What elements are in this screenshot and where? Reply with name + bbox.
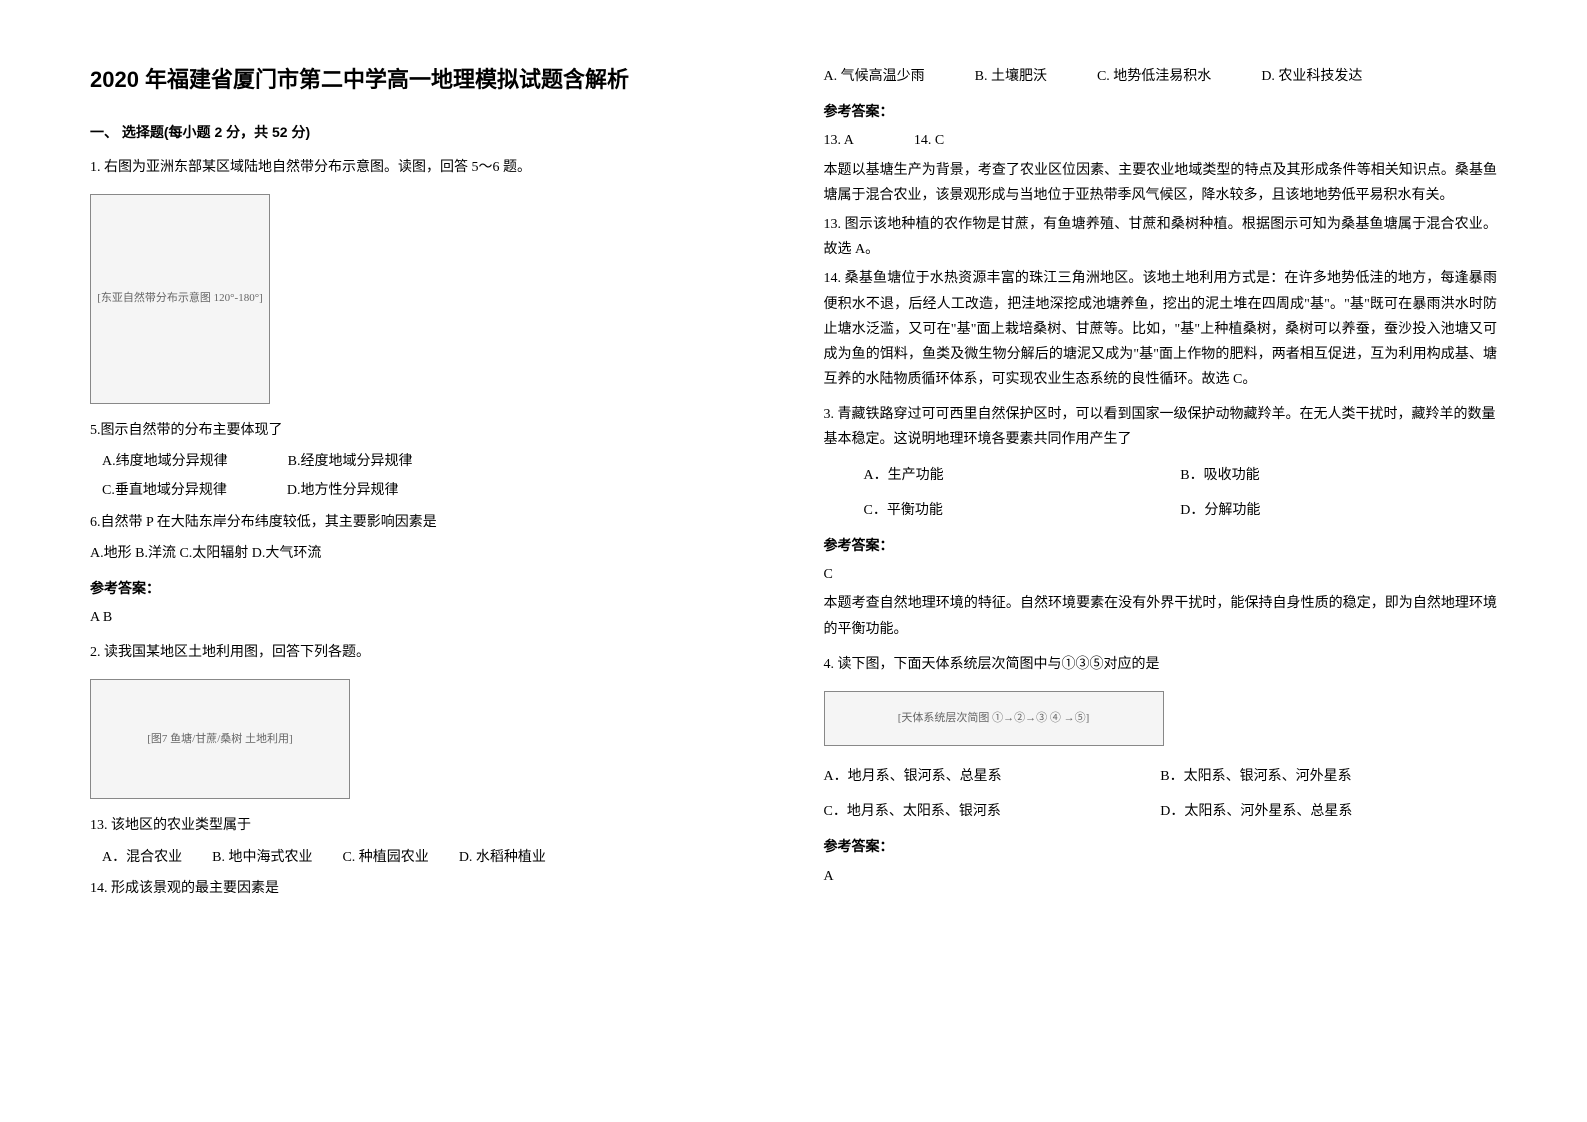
q2-s13-opt-b: B. 地中海式农业 bbox=[212, 845, 312, 870]
q2-sub13-stem: 13. 该地区的农业类型属于 bbox=[90, 813, 764, 838]
q1-sub5-options-row2: C.垂直地域分异规律 D.地方性分异规律 bbox=[102, 478, 764, 503]
q2-s13-opt-d: D. 水稻种植业 bbox=[459, 845, 546, 870]
q1-sub5-options-row1: A.纬度地域分异规律 B.经度地域分异规律 bbox=[102, 449, 764, 474]
exam-title: 2020 年福建省厦门市第二中学高一地理模拟试题含解析 bbox=[90, 60, 764, 100]
q2-answers: 13. A 14. C bbox=[824, 128, 1498, 153]
q2-s14-opt-c: C. 地势低洼易积水 bbox=[1097, 64, 1211, 89]
q3-explain: 本题考查自然地理环境的特征。自然环境要素在没有外界干扰时，能保持自身性质的稳定，… bbox=[824, 591, 1498, 641]
q2-landuse-figure: [图7 鱼塘/甘蔗/桑树 土地利用] bbox=[90, 679, 350, 799]
q4-opt-b: B．太阳系、银河系、河外星系 bbox=[1160, 764, 1497, 789]
q1-sub5-stem: 5.图示自然带的分布主要体现了 bbox=[90, 418, 764, 443]
q1-map-figure: [东亚自然带分布示意图 120°-180°] bbox=[90, 194, 270, 404]
left-column: 2020 年福建省厦门市第二中学高一地理模拟试题含解析 一、 选择题(每小题 2… bbox=[90, 60, 764, 907]
q2-s13-opt-a: A．混合农业 bbox=[102, 845, 182, 870]
q2-explain-2: 13. 图示该地种植的农作物是甘蔗，有鱼塘养殖、甘蔗和桑树种植。根据图示可知为桑… bbox=[824, 212, 1498, 262]
q3-opt-a: A．生产功能 bbox=[864, 463, 1181, 488]
q4-answer: A bbox=[824, 864, 1498, 889]
q2-answer-label: 参考答案： bbox=[824, 99, 1498, 124]
q2-ans14: 14. C bbox=[914, 128, 944, 153]
q2-s14-opt-a: A. 气候高温少雨 bbox=[824, 64, 925, 89]
q1-s5-opt-c: C.垂直地域分异规律 bbox=[102, 478, 227, 503]
q2-s14-opt-d: D. 农业科技发达 bbox=[1261, 64, 1362, 89]
q3-opt-b: B．吸收功能 bbox=[1180, 463, 1497, 488]
q1-answer: A B bbox=[90, 605, 764, 630]
q2-s14-opt-b: B. 土壤肥沃 bbox=[975, 64, 1047, 89]
q2-explain-3: 14. 桑基鱼塘位于水热资源丰富的珠江三角洲地区。该地土地利用方式是：在许多地势… bbox=[824, 266, 1498, 392]
q1-s5-opt-d: D.地方性分异规律 bbox=[287, 478, 399, 503]
q1-sub6-options: A.地形 B.洋流 C.太阳辐射 D.大气环流 bbox=[90, 541, 764, 566]
right-column: A. 气候高温少雨 B. 土壤肥沃 C. 地势低洼易积水 D. 农业科技发达 参… bbox=[824, 60, 1498, 907]
q1-answer-label: 参考答案： bbox=[90, 576, 764, 601]
q3-answer-label: 参考答案： bbox=[824, 533, 1498, 558]
q1-s5-opt-a: A.纬度地域分异规律 bbox=[102, 449, 228, 474]
q4-options: A．地月系、银河系、总星系 B．太阳系、银河系、河外星系 C．地月系、太阳系、银… bbox=[824, 764, 1498, 824]
q2-sub14-stem: 14. 形成该景观的最主要因素是 bbox=[90, 876, 764, 901]
q2-explain-1: 本题以基塘生产为背景，考查了农业区位因素、主要农业地域类型的特点及其形成条件等相… bbox=[824, 158, 1498, 208]
q4-answer-label: 参考答案： bbox=[824, 834, 1498, 859]
q1-sub6-stem: 6.自然带 P 在大陆东岸分布纬度较低，其主要影响因素是 bbox=[90, 510, 764, 535]
q4-diagram-figure: [天体系统层次简图 ①→②→③ ④ →⑤] bbox=[824, 691, 1164, 746]
q1-s5-opt-b: B.经度地域分异规律 bbox=[288, 449, 413, 474]
q3-intro: 3. 青藏铁路穿过可可西里自然保护区时，可以看到国家一级保护动物藏羚羊。在无人类… bbox=[824, 402, 1498, 452]
exam-page: 2020 年福建省厦门市第二中学高一地理模拟试题含解析 一、 选择题(每小题 2… bbox=[90, 60, 1497, 907]
q4-intro: 4. 读下图，下面天体系统层次简图中与①③⑤对应的是 bbox=[824, 652, 1498, 677]
q2-intro: 2. 读我国某地区土地利用图，回答下列各题。 bbox=[90, 640, 764, 665]
q2-s13-opt-c: C. 种植园农业 bbox=[342, 845, 428, 870]
q3-opt-c: C．平衡功能 bbox=[864, 498, 1181, 523]
q4-opt-d: D．太阳系、河外星系、总星系 bbox=[1160, 799, 1497, 824]
q2-sub14-options: A. 气候高温少雨 B. 土壤肥沃 C. 地势低洼易积水 D. 农业科技发达 bbox=[824, 64, 1498, 89]
q2-sub13-options: A．混合农业 B. 地中海式农业 C. 种植园农业 D. 水稻种植业 bbox=[102, 845, 764, 870]
q3-answer: C bbox=[824, 562, 1498, 587]
q1-intro: 1. 右图为亚洲东部某区域陆地自然带分布示意图。读图，回答 5～6 题。 bbox=[90, 155, 764, 180]
q4-opt-c: C．地月系、太阳系、银河系 bbox=[824, 799, 1161, 824]
q3-options: A．生产功能 B．吸收功能 C．平衡功能 D．分解功能 bbox=[864, 463, 1498, 523]
q4-opt-a: A．地月系、银河系、总星系 bbox=[824, 764, 1161, 789]
q2-ans13: 13. A bbox=[824, 128, 854, 153]
q3-opt-d: D．分解功能 bbox=[1180, 498, 1497, 523]
section-1-header: 一、 选择题(每小题 2 分，共 52 分) bbox=[90, 120, 764, 145]
